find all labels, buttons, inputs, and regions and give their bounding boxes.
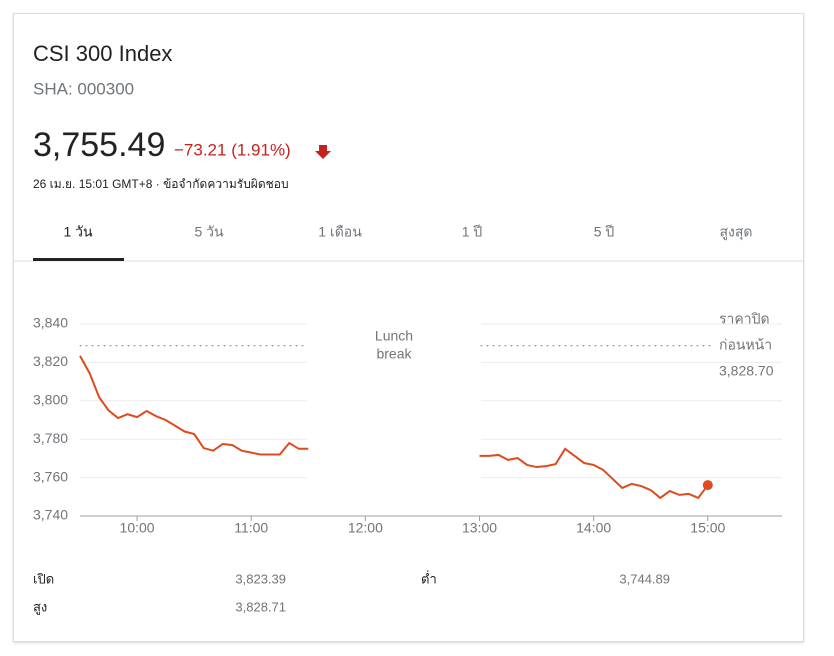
current-point xyxy=(702,480,713,491)
change: −73.21 (1.91%) xyxy=(174,140,291,159)
y-tick-label: 3,800 xyxy=(33,392,68,408)
x-tick-label: 11:00 xyxy=(234,520,268,536)
price: 3,755.49 xyxy=(33,126,165,164)
tab-underline xyxy=(33,258,124,261)
price-line xyxy=(79,355,309,456)
lunch-label: break xyxy=(376,346,412,362)
down-arrow xyxy=(315,145,331,159)
tab[interactable]: 1 วัน xyxy=(63,224,93,240)
tab[interactable]: 1 ปี xyxy=(462,224,483,240)
y-tick-label: 3,780 xyxy=(33,430,68,446)
x-tick-label: 15:00 xyxy=(690,520,725,536)
lunch-label: Lunch xyxy=(375,328,413,344)
ticker: SHA: 000300 xyxy=(33,79,134,98)
stat-label: เปิด xyxy=(33,571,54,586)
previous-close-value: 3,828.70 xyxy=(719,363,774,379)
previous-close-label: ราคาปิด xyxy=(719,311,770,327)
stat-label: ต่ำ xyxy=(421,570,437,586)
y-tick-label: 3,740 xyxy=(33,507,68,523)
timestamp: 26 เม.ย. 15:01 GMT+8 · ข้อจำกัดความรับผิ… xyxy=(33,177,289,191)
tab[interactable]: 5 ปี xyxy=(594,224,615,240)
y-tick-label: 3,840 xyxy=(33,315,68,331)
x-tick-label: 12:00 xyxy=(348,520,383,536)
stat-label: สูง xyxy=(33,599,47,615)
x-tick-label: 13:00 xyxy=(462,520,497,536)
x-tick-label: 14:00 xyxy=(576,520,611,536)
tab[interactable]: 5 วัน xyxy=(194,224,224,240)
stat-value: 3,828.71 xyxy=(235,599,286,614)
y-tick-label: 3,760 xyxy=(33,468,68,484)
price-line xyxy=(479,447,709,500)
tab[interactable]: 1 เดือน xyxy=(318,224,362,240)
title: CSI 300 Index xyxy=(33,41,172,66)
tab[interactable]: สูงสุด xyxy=(719,224,752,241)
finance-card xyxy=(13,13,804,642)
previous-close-label: ก่อนหน้า xyxy=(719,337,772,353)
y-tick-label: 3,820 xyxy=(33,353,68,369)
x-tick-label: 10:00 xyxy=(120,520,155,536)
stat-value: 3,744.89 xyxy=(619,571,670,586)
stat-value: 3,823.39 xyxy=(235,571,286,586)
